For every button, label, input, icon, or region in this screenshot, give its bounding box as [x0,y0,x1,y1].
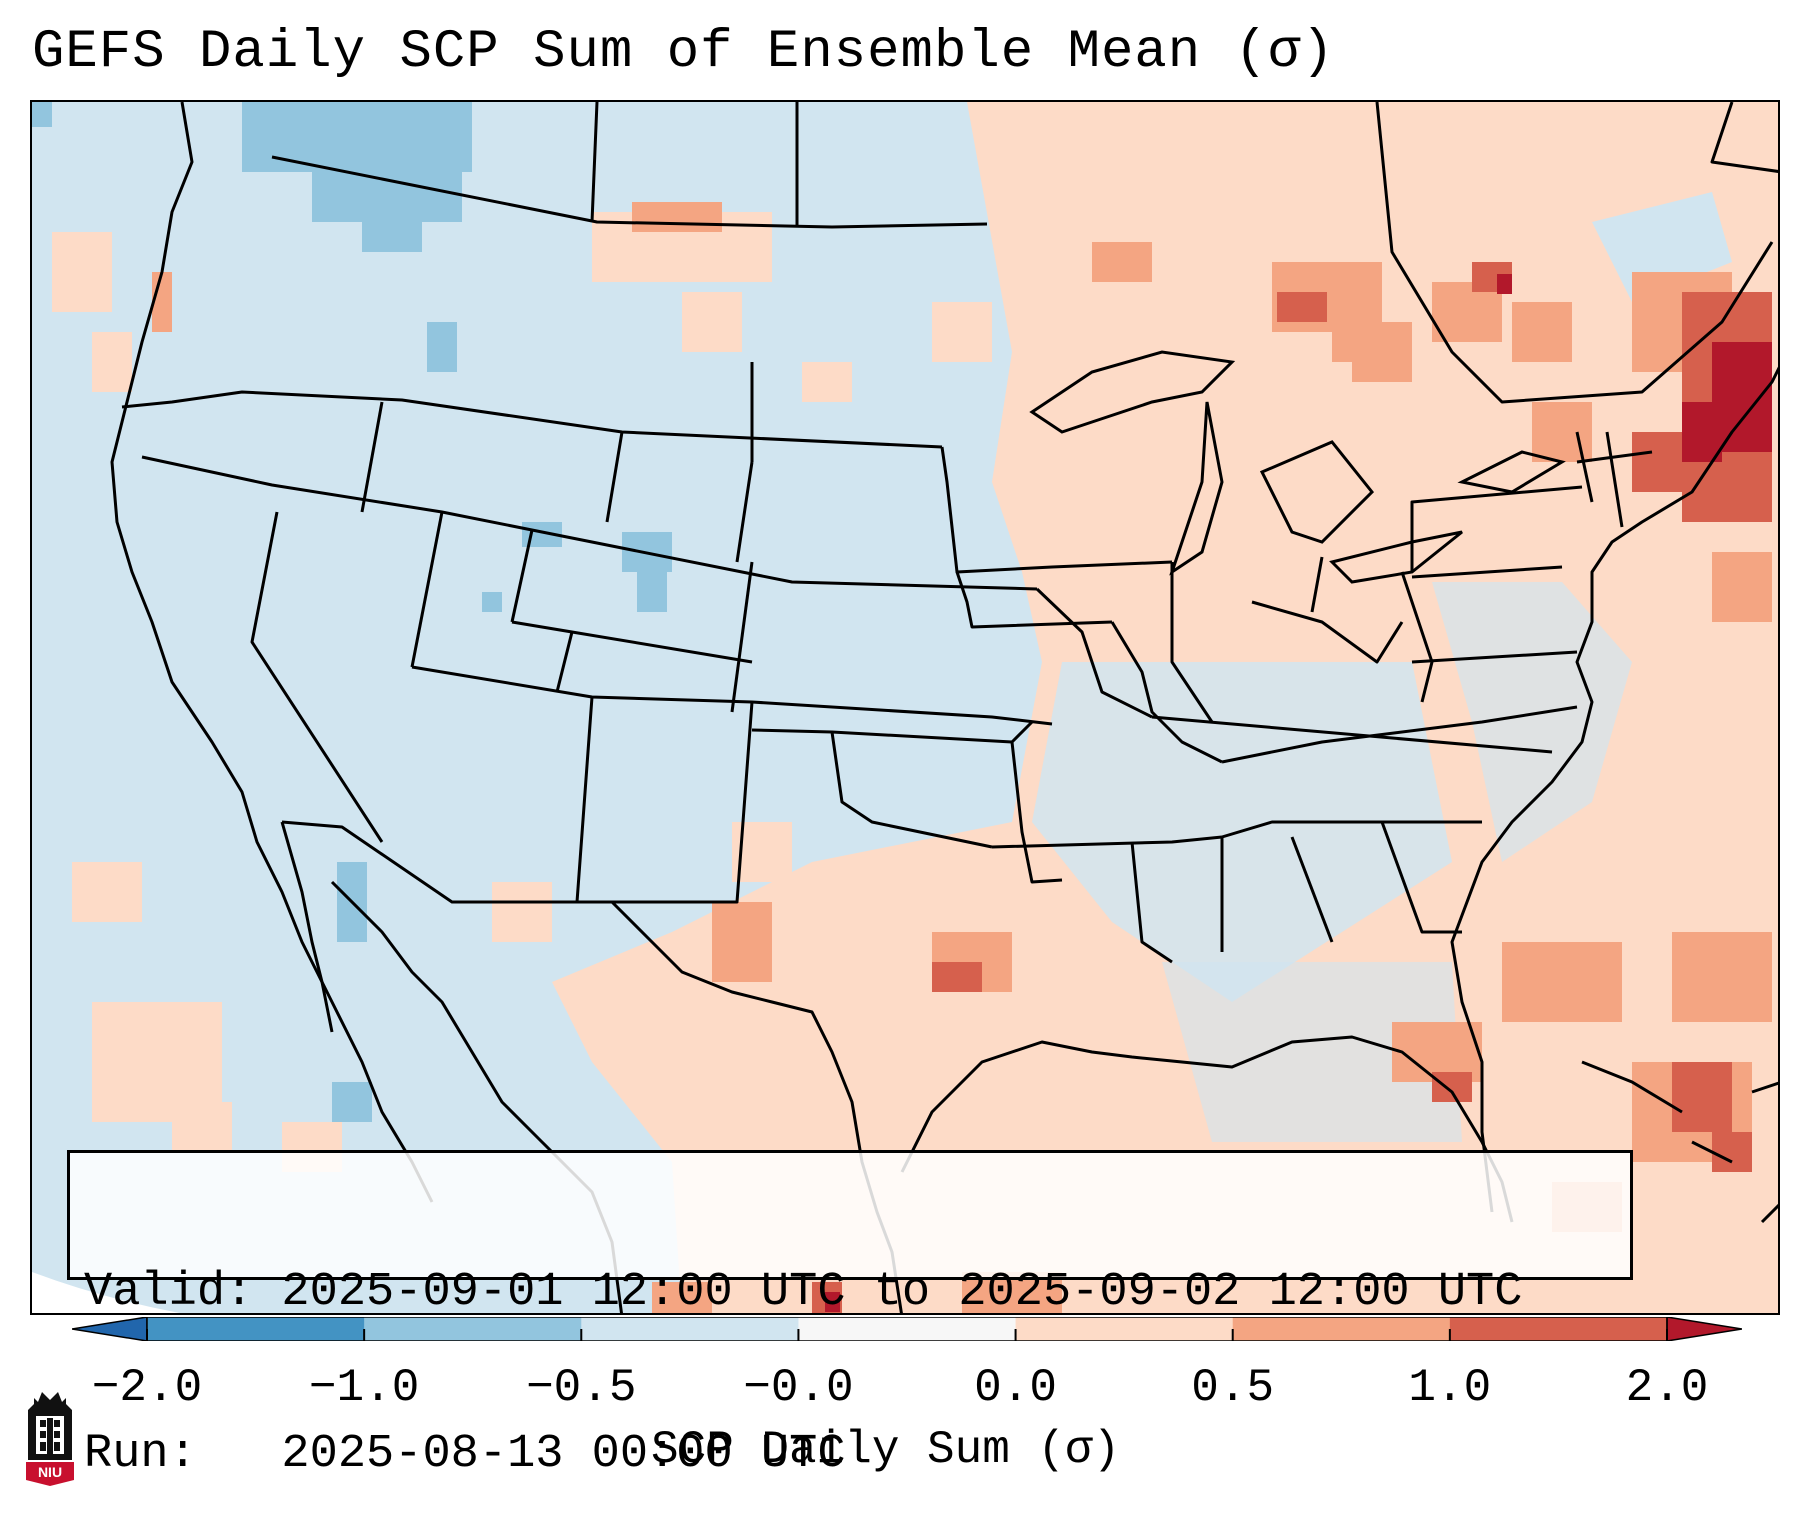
valid-run-info-box: Valid: 2025-09-01 12:00 UTC to 2025-09-0… [67,1150,1633,1481]
colorbar-segments [147,1317,1668,1341]
colorbar-tick-label: −0.5 [526,1362,637,1414]
colorbar-tick-label: −2.0 [91,1362,203,1414]
extreme-positive-cells [825,274,1772,1312]
run-time-text: Run: 2025-08-13 00:00 UTC [84,1428,846,1481]
scattered-positive-cells [52,212,992,1172]
map-panel [30,100,1780,1315]
colorbar-segment [798,1317,1017,1341]
colorbar-segment [147,1317,365,1341]
map-canvas [32,102,1778,1313]
colorbar-tick-label: −0.0 [743,1362,854,1414]
colorbar-label: SCP Daily Sum (σ) [651,1424,1121,1476]
great-lakes [1029,350,1566,584]
colorbar-tick-label: 2.0 [1625,1362,1709,1414]
valid-time-text: Valid: 2025-09-01 12:00 UTC to 2025-09-0… [84,1266,1523,1319]
colorbar-over-extension [1666,1317,1742,1341]
colorbar-under-extension [72,1317,148,1341]
colorbar-segment [1015,1317,1234,1341]
chart-title: GEFS Daily SCP Sum of Ensemble Mean (σ) [32,22,1335,83]
colorbar-ticks [146,1329,1668,1341]
projection-corner [32,1272,180,1313]
logo-text: NIU [38,1464,62,1480]
niu-logo: NIU [26,1392,74,1486]
colorbar-tick-label: 1.0 [1408,1362,1492,1414]
colorbar-segment [364,1317,582,1341]
colorbar-tick-label: 0.5 [1191,1362,1275,1414]
colorbar-segment [581,1317,799,1341]
state-boundaries [121,102,1778,964]
colorbar [72,1317,1742,1341]
colorbar-segment [1449,1317,1668,1341]
colorbar-tick-label: −1.0 [308,1362,420,1414]
islands [1581,1060,1778,1224]
colorbar-tick-label: 0.0 [974,1362,1057,1414]
colorbar-segment [1232,1317,1451,1341]
